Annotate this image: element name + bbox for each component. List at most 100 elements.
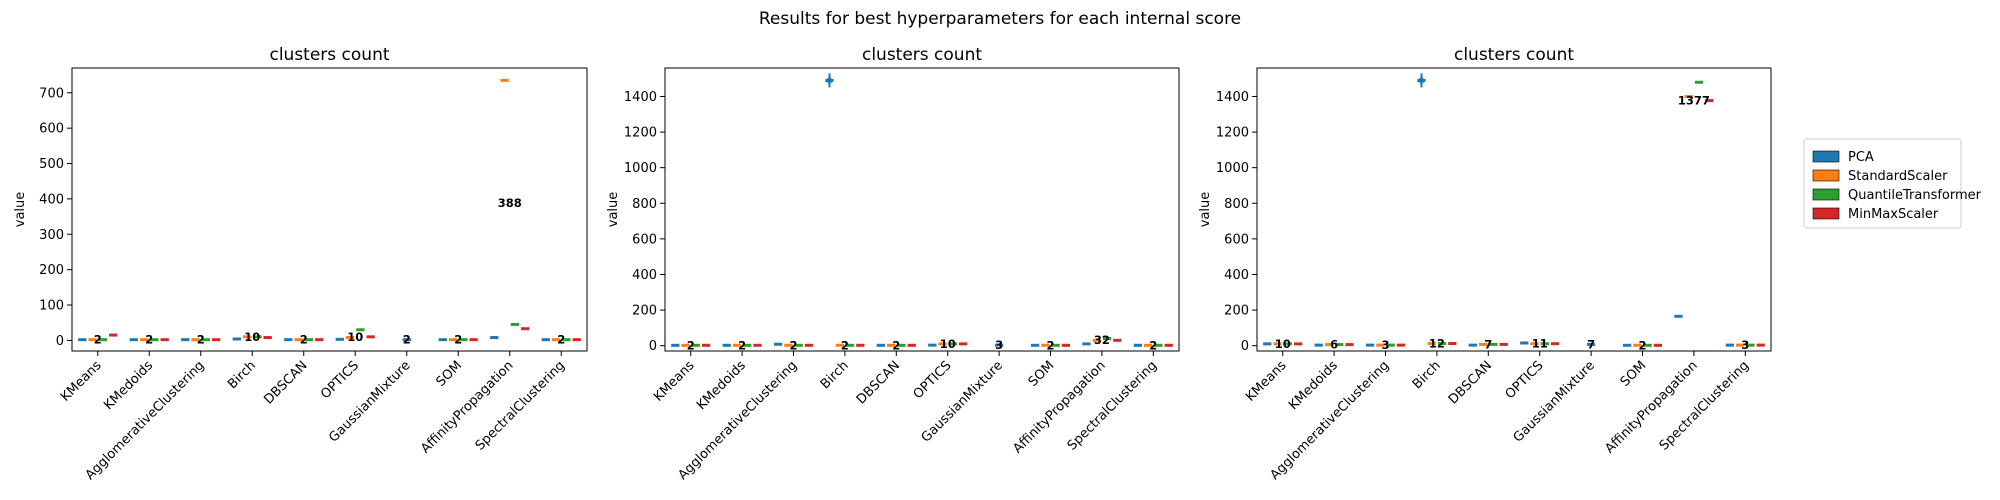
box-pca-kmedoids	[1314, 343, 1323, 347]
x-tick-label: AffinityPropagation	[418, 358, 516, 456]
x-tick-label: SOM	[1618, 358, 1650, 390]
box-minmaxscaler-som	[469, 338, 478, 342]
box-pca-som	[1030, 343, 1040, 347]
y-tick-label: 200	[632, 304, 657, 319]
box-minmaxscaler-agglomerativeclustering	[1396, 343, 1406, 347]
legend: PCA StandardScaler QuantileTransformer MinM…	[1803, 138, 1982, 229]
box-pca-optics	[1520, 341, 1529, 345]
median-label: 2	[94, 333, 102, 347]
box-quantiletransformer-optics	[1540, 342, 1549, 346]
legend-swatch-pca	[1812, 150, 1840, 163]
box-standardscaler-dbscan	[887, 343, 896, 347]
y-tick-label: 400	[39, 192, 64, 207]
x-tick-label: KMeans	[1243, 358, 1290, 405]
box-standardscaler-affinitypropagation	[500, 78, 509, 82]
median-label: 3	[995, 338, 1003, 352]
outlier-point	[825, 76, 834, 85]
box-minmaxscaler-som	[1653, 343, 1663, 347]
x-tick-label: KMeans	[58, 358, 105, 405]
median-label: 2	[403, 333, 411, 347]
box-quantiletransformer-kmedoids	[743, 343, 752, 347]
box-standardscaler-affinitypropagation	[1092, 338, 1101, 342]
box-quantiletransformer-kmeans	[98, 338, 108, 342]
y-tick-label: 1200	[1216, 126, 1249, 141]
subplot-title: clusters count	[862, 45, 982, 65]
box-quantiletransformer-dbscan	[897, 343, 906, 347]
median-label: 2	[454, 333, 462, 347]
y-tick-label: 600	[39, 122, 64, 137]
box-minmaxscaler-affinitypropagation	[1705, 99, 1714, 103]
median-label: 2	[1149, 338, 1157, 352]
legend-label-minmaxscaler: MinMaxScaler	[1848, 207, 1939, 222]
median-label: 32	[1094, 333, 1110, 347]
box-quantiletransformer-som	[1051, 343, 1060, 347]
x-tick-label: KMedoids	[1286, 358, 1341, 413]
x-tick-label: SpectralClustering	[1065, 358, 1160, 453]
box-minmaxscaler-kmeans	[1293, 342, 1303, 346]
box-standardscaler-agglomerativeclustering	[191, 338, 200, 342]
median-label: 3	[1381, 338, 1389, 352]
x-tick-label: Birch	[818, 358, 852, 392]
box-standardscaler-affinitypropagation	[1684, 94, 1693, 98]
box-standardscaler-birch	[1427, 342, 1436, 346]
x-tick-label: OPTICS	[1503, 358, 1547, 402]
y-tick-label: 400	[1224, 268, 1249, 283]
median-label: 11	[1532, 337, 1548, 351]
box-minmaxscaler-optics	[958, 342, 968, 346]
box-quantiletransformer-dbscan	[304, 338, 314, 342]
box-quantiletransformer-optics	[356, 328, 365, 332]
x-tick-label: AffinityPropagation	[1602, 358, 1700, 456]
subplot-2: clusters count value 0 200 400 600 800 1000 1200…	[606, 45, 1180, 483]
box-minmaxscaler-kmedoids	[753, 343, 762, 347]
box-standardscaler-som	[448, 338, 458, 342]
median-label: 2	[1638, 338, 1646, 352]
box-minmaxscaler-spectralclustering	[572, 338, 581, 342]
median-label: 7	[1587, 337, 1595, 351]
box-pca-optics	[335, 337, 344, 341]
median-label: 12	[1429, 337, 1445, 351]
box-quantiletransformer-agglomerativeclustering	[201, 338, 211, 342]
box-minmaxscaler-agglomerativeclustering	[804, 343, 814, 347]
y-tick-label: 100	[39, 299, 64, 314]
subplots: clusters countvalue010020030040050060070…	[13, 45, 1772, 483]
box-pca-spectralclustering	[541, 338, 550, 342]
box-minmaxscaler-kmedoids	[160, 338, 169, 342]
box-minmaxscaler-agglomerativeclustering	[212, 338, 221, 342]
legend-label-standardscaler: StandardScaler	[1848, 169, 1948, 184]
x-tick-label: SOM	[1026, 358, 1058, 390]
median-label: 1377	[1678, 94, 1710, 108]
x-tick-label: SpectralClustering	[1657, 358, 1752, 453]
x-tick-label: SpectralClustering	[473, 358, 568, 453]
box-quantiletransformer-affinitypropagation	[1694, 80, 1704, 84]
box-minmaxscaler-kmeans	[701, 343, 711, 347]
box-standardscaler-kmedoids	[1324, 343, 1334, 347]
box-quantiletransformer-spectralclustering	[1154, 343, 1163, 347]
box-standardscaler-kmeans	[88, 338, 97, 342]
x-tick-label: SOM	[433, 358, 465, 390]
median-label: 6	[1330, 338, 1338, 352]
figure-suptitle: Results for best hyperparameters for eac…	[759, 9, 1241, 29]
box-standardscaler-spectralclustering	[551, 338, 561, 342]
median-label: 2	[300, 333, 308, 347]
box-quantiletransformer-optics	[948, 342, 957, 346]
box-quantiletransformer-birch	[1437, 342, 1447, 346]
box-minmaxscaler-spectralclustering	[1756, 343, 1765, 347]
box-standardscaler-dbscan	[1479, 342, 1488, 346]
y-tick-label: 400	[632, 268, 657, 283]
y-axis-label: value	[606, 192, 621, 228]
y-tick-label: 500	[39, 157, 64, 172]
box-pca-kmeans	[78, 338, 87, 342]
median-label: 2	[841, 338, 849, 352]
median-label: 2	[557, 333, 565, 347]
box-minmaxscaler-affinitypropagation	[1113, 338, 1122, 342]
box-quantiletransformer-agglomerativeclustering	[1386, 343, 1395, 347]
median-label: 2	[145, 333, 153, 347]
legend-frame	[1803, 138, 1962, 229]
box-pca-kmedoids	[129, 338, 138, 342]
box-minmaxscaler-optics	[366, 335, 375, 339]
box-minmaxscaler-birch	[263, 336, 272, 340]
median-label: 10	[940, 337, 956, 351]
median-label: 2	[687, 338, 695, 352]
box-minmaxscaler-dbscan	[907, 343, 916, 347]
box-standardscaler-kmeans	[681, 343, 690, 347]
